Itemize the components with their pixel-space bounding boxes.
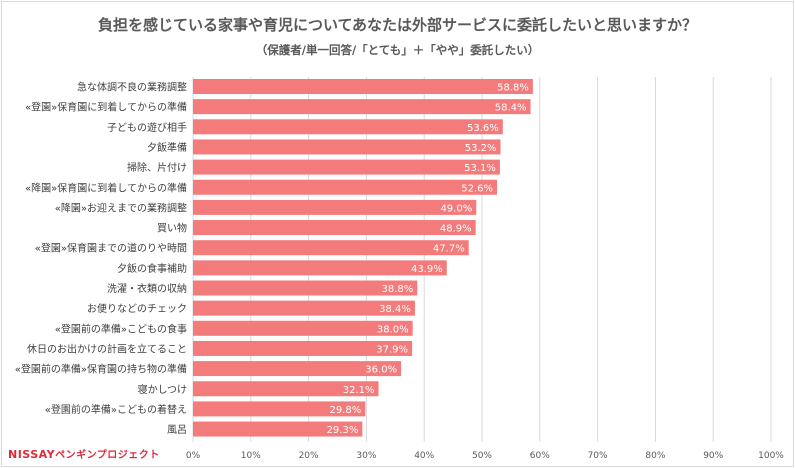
bar (193, 361, 402, 377)
x-tick-label: 0% (186, 451, 201, 461)
data-label: 53.6% (467, 123, 499, 134)
data-label: 32.1% (343, 385, 375, 396)
data-label: 43.9% (411, 264, 443, 275)
bar (193, 401, 366, 417)
bar (193, 381, 379, 397)
x-tick-label: 80% (645, 451, 665, 461)
bar (193, 260, 447, 276)
data-label: 38.0% (377, 324, 409, 335)
data-label: 38.8% (381, 284, 413, 295)
data-label: 29.8% (329, 405, 361, 416)
bar (193, 79, 533, 94)
bar (193, 119, 503, 135)
data-label: 58.4% (495, 103, 527, 114)
category-label: «降園»保育園に到着してからの準備 (25, 181, 187, 194)
x-tick-label: 10% (241, 451, 261, 461)
x-tick-label: 70% (588, 451, 608, 461)
x-tick-label: 100% (758, 451, 784, 461)
category-label: «登園»保育園に到着してからの準備 (25, 101, 187, 114)
category-label: 掃除、片付け (127, 161, 187, 174)
category-label: «登園前の準備»こどもの着替え (45, 403, 187, 416)
data-label: 49.0% (440, 203, 472, 214)
category-label: 買い物 (157, 222, 187, 235)
category-label: 夕飯準備 (147, 141, 187, 154)
bar (193, 179, 498, 195)
data-label: 38.4% (379, 304, 411, 315)
category-label: お便りなどのチェック (87, 302, 187, 315)
data-label: 47.7% (433, 244, 465, 255)
chart-title: 負担を感じている家事や育児についてあなたは外部サービスに委託したいと思いますか？ (97, 16, 698, 34)
category-label: «登園前の準備»保育園の持ち物の準備 (15, 363, 187, 376)
bar (193, 300, 415, 316)
category-label: 洗濯・衣類の収納 (107, 282, 187, 295)
x-tick-label: 40% (414, 451, 434, 461)
bar (193, 421, 363, 437)
category-label: 急な体調不良の業務調整 (77, 81, 187, 94)
x-tick-label: 20% (299, 451, 319, 461)
chart-subtitle: （保護者/単一回答/「とても」＋「やや」委託したい） (255, 43, 540, 57)
bar (193, 99, 531, 115)
bar (193, 139, 501, 155)
bar (193, 280, 418, 296)
category-label: «登園前の準備»こどもの食事 (55, 322, 187, 335)
data-label: 36.0% (365, 365, 397, 376)
bar (193, 220, 476, 236)
x-tick-label: 60% (530, 451, 550, 461)
category-label: 夕飯の食事補助 (117, 262, 187, 275)
category-label: «登園»保育園までの道のりや時間 (35, 242, 187, 255)
category-label: 寝かしつけ (138, 383, 187, 396)
data-label: 53.2% (465, 143, 497, 154)
category-label: 風呂 (167, 424, 187, 436)
x-tick-label: 30% (356, 451, 376, 461)
data-label: 58.8% (497, 83, 529, 94)
data-label: 37.9% (376, 344, 408, 355)
nissay-logo: NISSAYペンギンプロジェクト (8, 448, 160, 461)
bar (193, 240, 469, 256)
data-label: 48.9% (440, 224, 472, 235)
bar (193, 340, 413, 356)
data-label: 29.3% (327, 425, 359, 436)
x-tick-label: 90% (703, 451, 723, 461)
x-tick-label: 50% (472, 451, 492, 461)
data-label: 52.6% (461, 183, 493, 194)
bar (193, 199, 477, 215)
category-label: «降園»お迎えまでの業務調整 (55, 201, 187, 214)
data-label: 53.1% (464, 163, 496, 174)
category-label: 休日のお出かけの計画を立てること (27, 342, 187, 355)
category-label: 子どもの遊び相手 (107, 121, 187, 134)
bar (193, 159, 500, 175)
bar (193, 320, 413, 336)
